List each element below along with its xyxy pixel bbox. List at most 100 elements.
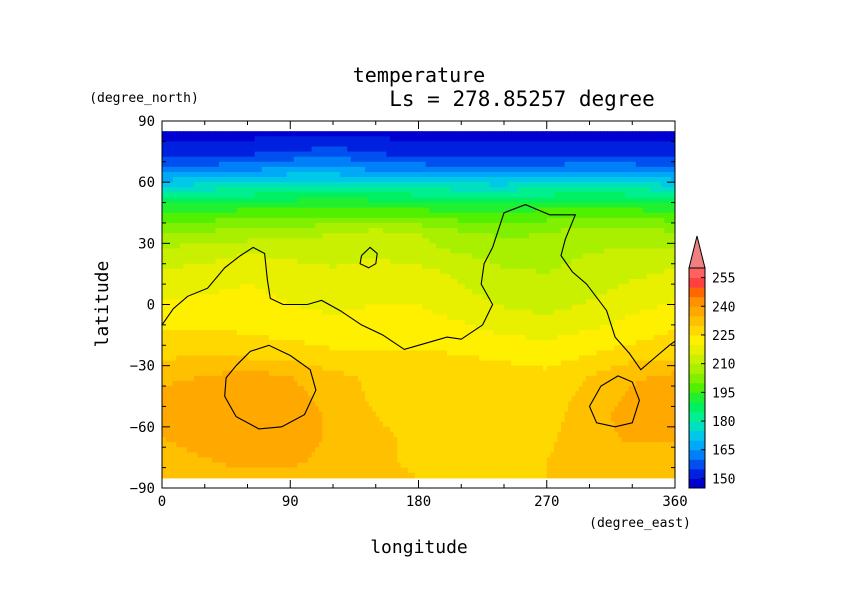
- heatmap-cell: [639, 131, 644, 137]
- heatmap-cell: [190, 151, 195, 158]
- heatmap-cell: [543, 299, 548, 306]
- heatmap-cell: [575, 258, 580, 265]
- heatmap-cell: [418, 304, 423, 311]
- heatmap-cell: [525, 253, 530, 260]
- heatmap-cell: [386, 207, 391, 214]
- heatmap-cell: [194, 202, 199, 209]
- heatmap-cell: [479, 248, 484, 255]
- heatmap-cell: [585, 141, 591, 148]
- heatmap-cell: [561, 161, 566, 168]
- heatmap-cell: [404, 294, 409, 301]
- heatmap-cell: [183, 202, 188, 209]
- heatmap-cell: [233, 268, 238, 275]
- heatmap-cell: [596, 253, 601, 260]
- heatmap-cell: [464, 273, 469, 280]
- heatmap-cell: [550, 279, 555, 285]
- heatmap-cell: [447, 217, 452, 224]
- heatmap-cell: [475, 238, 480, 244]
- heatmap-cell: [603, 233, 608, 239]
- heatmap-cell: [582, 228, 587, 234]
- heatmap-cell: [365, 294, 370, 301]
- heatmap-cell: [593, 228, 598, 234]
- heatmap-cell: [635, 182, 640, 188]
- heatmap-cell: [646, 212, 651, 219]
- heatmap-cell: [667, 299, 673, 306]
- heatmap-cell: [311, 171, 316, 178]
- heatmap-cell: [454, 202, 459, 209]
- heatmap-cell: [186, 197, 192, 204]
- heatmap-cell: [414, 253, 420, 260]
- heatmap-cell: [251, 279, 256, 285]
- heatmap-cell: [382, 217, 388, 224]
- heatmap-cell: [347, 207, 352, 214]
- heatmap-cell: [215, 217, 220, 224]
- heatmap-cell: [671, 279, 675, 285]
- heatmap-cell: [411, 289, 416, 295]
- heatmap-cell: [251, 197, 256, 204]
- heatmap-cell: [315, 171, 320, 178]
- heatmap-cell: [610, 187, 616, 193]
- heatmap-cell: [660, 182, 665, 188]
- heatmap-cell: [443, 156, 448, 163]
- heatmap-cell: [561, 151, 566, 158]
- heatmap-cell: [165, 166, 170, 173]
- heatmap-cell: [482, 151, 487, 158]
- heatmap-cell: [333, 233, 338, 239]
- heatmap-cell: [222, 131, 227, 137]
- heatmap-cell: [436, 253, 441, 260]
- heatmap-cell: [211, 202, 217, 209]
- heatmap-cell: [315, 294, 320, 301]
- heatmap-cell: [162, 273, 167, 280]
- heatmap-cell: [571, 217, 576, 224]
- heatmap-cell: [582, 131, 587, 137]
- heatmap-cell: [582, 217, 587, 224]
- heatmap-cell: [471, 273, 477, 280]
- heatmap-cell: [411, 197, 416, 204]
- heatmap-cell: [528, 268, 534, 275]
- heatmap-cell: [553, 177, 559, 183]
- heatmap-cell: [489, 136, 494, 142]
- heatmap-cell: [496, 141, 502, 148]
- heatmap-cell: [222, 289, 227, 295]
- heatmap-cell: [243, 161, 249, 168]
- heatmap-cell: [439, 212, 445, 219]
- heatmap-cell: [550, 258, 555, 265]
- heatmap-cell: [443, 217, 448, 224]
- heatmap-cell: [226, 161, 231, 168]
- heatmap-cell: [318, 207, 323, 214]
- heatmap-cell: [461, 279, 466, 285]
- heatmap-cell: [600, 273, 605, 280]
- heatmap-cell: [571, 202, 576, 209]
- heatmap-cell: [600, 233, 605, 239]
- heatmap-cell: [532, 263, 537, 270]
- heatmap-cell: [233, 228, 238, 234]
- heatmap-cell: [614, 177, 619, 183]
- heatmap-cell: [635, 228, 640, 234]
- heatmap-cell: [293, 207, 298, 214]
- heatmap-cell: [311, 258, 316, 265]
- heatmap-cell: [347, 131, 352, 137]
- heatmap-cell: [667, 156, 673, 163]
- heatmap-cell: [390, 284, 395, 290]
- heatmap-cell: [372, 263, 377, 270]
- heatmap-cell: [243, 273, 249, 280]
- heatmap-cell: [479, 268, 484, 275]
- heatmap-cell: [457, 304, 462, 311]
- heatmap-cell: [343, 243, 348, 250]
- heatmap-cell: [593, 161, 598, 168]
- heatmap-cell: [372, 182, 377, 188]
- heatmap-cell: [564, 273, 569, 280]
- heatmap-cell: [251, 284, 256, 290]
- heatmap-cell: [393, 289, 398, 295]
- heatmap-cell: [461, 289, 466, 295]
- heatmap-cell: [190, 141, 195, 148]
- heatmap-cell: [543, 202, 548, 209]
- heatmap-cell: [475, 279, 480, 285]
- heatmap-cell: [468, 299, 473, 306]
- heatmap-cell: [272, 141, 277, 148]
- heatmap-cell: [240, 268, 245, 275]
- heatmap-cell: [215, 243, 220, 250]
- heatmap-cell: [211, 217, 217, 224]
- heatmap-cell: [279, 243, 284, 250]
- heatmap-cell: [578, 248, 583, 255]
